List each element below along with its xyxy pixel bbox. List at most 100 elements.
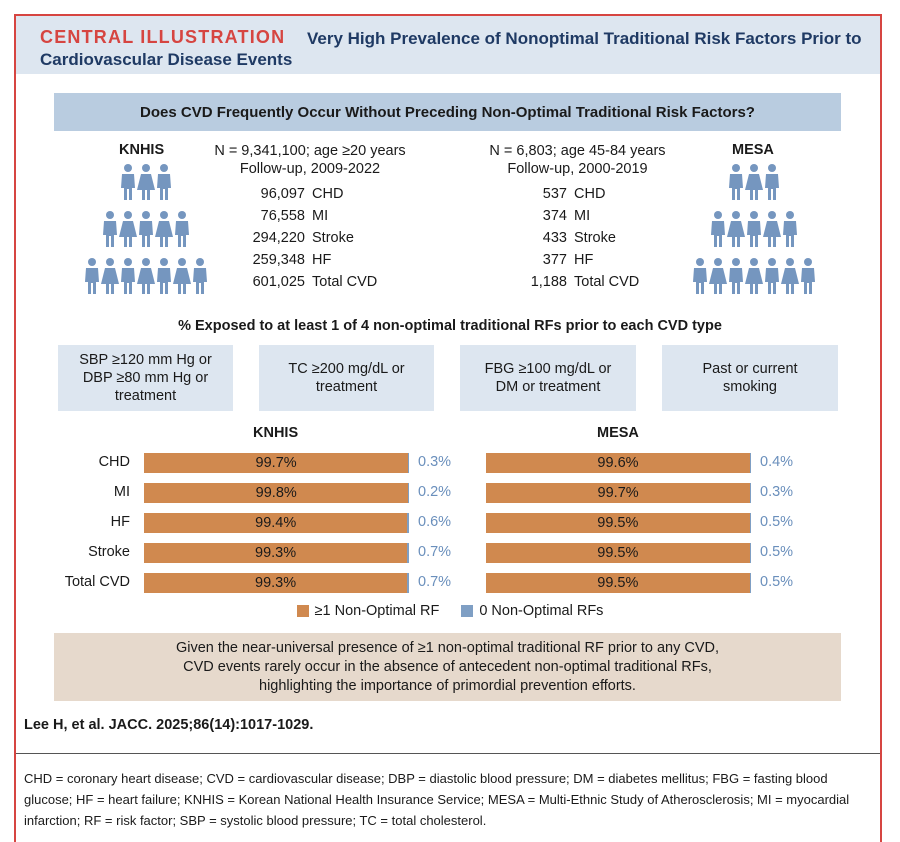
header-label: CENTRAL ILLUSTRATION [40, 27, 286, 47]
conclusion-line: highlighting the importance of primordia… [259, 677, 636, 694]
chart-bar-nonoptimal: 99.3% [144, 543, 408, 563]
chart-bar-optimal [408, 453, 410, 473]
knhis-event-row: 96,097 CHD [220, 186, 420, 206]
mesa-event-list: 537 CHD 374 MI 433 Stroke 377 HF 1,188 Total CVD [480, 186, 680, 296]
question-bar: Does CVD Frequently Occur Without Preced… [54, 93, 841, 131]
event-count: 259,348 [252, 252, 305, 268]
person-icon [783, 211, 797, 247]
mesa-info: N = 6,803; age 45-84 years Follow-up, 20… [475, 142, 680, 178]
legend-item-rf: ≥1 Non-Optimal RF [296, 603, 440, 619]
mesa-event-row: 433 Stroke [480, 230, 680, 250]
event-label: Total CVD [312, 274, 378, 290]
chart-bar-nonoptimal: 99.5% [486, 573, 750, 593]
legend-item-none: 0 Non-Optimal RFs [461, 603, 603, 619]
chart-bar-optimal [750, 483, 752, 503]
person-icon [801, 258, 815, 294]
person-icon [119, 211, 137, 247]
knhis-info-line2: Follow-up, 2009-2022 [239, 161, 381, 177]
knhis-event-list: 96,097 CHD 76,558 MI 294,220 Stroke 259,348 HF 6… [220, 186, 420, 296]
chart-bar-optimal [407, 513, 409, 533]
mesa-event-row: 374 MI [480, 208, 680, 228]
chart-panel-title: MESA [597, 425, 639, 441]
chart-bar-optimal [407, 543, 409, 563]
person-icon [157, 164, 171, 200]
event-label: Total CVD [574, 274, 640, 290]
legend-label-rf: ≥1 Non-Optimal RF [314, 603, 440, 619]
chart-category-label: HF [110, 514, 130, 530]
person-icon [137, 164, 155, 200]
person-icon [711, 211, 725, 247]
person-icon [763, 211, 781, 247]
chart-data-label-zero: 0.7% [418, 544, 452, 560]
abbreviations: CHD = coronary heart disease; CVD = card… [24, 771, 850, 828]
person-icon [173, 258, 191, 294]
knhis-event-row: 294,220 Stroke [220, 230, 420, 250]
header: CENTRAL ILLUSTRATION Very High Prevalence… [16, 16, 880, 74]
knhis-event-row: 601,025 Total CVD [220, 274, 420, 294]
chart-bar-optimal [749, 543, 751, 563]
knhis-people-icon [85, 164, 207, 294]
mesa-event-row: 537 CHD [480, 186, 680, 206]
rf-box-line: FBG ≥100 mg/dL or [484, 361, 612, 377]
legend-label-none: 0 Non-Optimal RFs [479, 603, 604, 619]
mesa-info-line2: Follow-up, 2000-2019 [507, 161, 648, 177]
event-label: MI [312, 208, 329, 224]
citation[interactable]: Lee H, et al. JACC. 2025;86(14):1017-102… [24, 717, 314, 733]
rf-box-line: SBP ≥120 mm Hg or [79, 352, 212, 368]
event-count: 96,097 [260, 186, 305, 202]
rf-box-line: treatment [315, 379, 378, 395]
header-title-text: Very High Prevalence of Nonoptimal Tradi… [40, 29, 862, 69]
event-count: 294,220 [252, 230, 305, 246]
divider [16, 753, 880, 754]
chart-bar-nonoptimal: 99.3% [144, 573, 408, 593]
chart-bar-optimal [408, 483, 410, 503]
chart-bar-optimal [407, 573, 409, 593]
rf-box-line: Past or current [702, 361, 798, 377]
conclusion-box: Given the near-universal presence of ≥1 … [54, 633, 841, 701]
person-icon [175, 211, 189, 247]
knhis-name: KNHIS [119, 142, 165, 158]
event-label: Stroke [312, 230, 354, 246]
person-icon [155, 211, 173, 247]
chart-bar-nonoptimal: 99.7% [144, 453, 409, 473]
person-icon [745, 164, 763, 200]
person-icon [745, 258, 763, 294]
mesa-event-row: 377 HF [480, 252, 680, 272]
mesa-info-line1: N = 6,803; age 45-84 years [489, 143, 666, 159]
chart-data-label-zero: 0.3% [760, 484, 794, 500]
person-icon [709, 258, 727, 294]
chart-bar-optimal [749, 453, 751, 473]
rf-box-line: DBP ≥80 mm Hg or [82, 370, 209, 386]
mesa-event-row: 1,188 Total CVD [480, 274, 680, 294]
person-icon [85, 258, 99, 294]
chart-bar-nonoptimal: 99.7% [486, 483, 751, 503]
event-count: 601,025 [252, 274, 305, 290]
person-icon [747, 211, 761, 247]
chart-category-label: MI [113, 484, 130, 500]
person-icon [137, 258, 155, 294]
event-label: CHD [574, 186, 606, 202]
legend-swatch-orange [296, 605, 309, 617]
chart-data-label-zero: 0.7% [418, 574, 452, 590]
conclusion-line: CVD events rarely occur in the absence o… [183, 658, 712, 675]
chart-bar-optimal [749, 513, 751, 533]
event-label: CHD [312, 186, 344, 202]
rf-box-line: TC ≥200 mg/dL or [288, 361, 405, 377]
exposed-title: % Exposed to at least 1 of 4 non-optimal… [178, 318, 722, 334]
knhis-event-row: 76,558 MI [220, 208, 420, 228]
header-title: CENTRAL ILLUSTRATION Very High Prevalence… [40, 27, 880, 70]
chart-bar-nonoptimal: 99.5% [486, 543, 750, 563]
chart-data-label-zero: 0.6% [418, 514, 452, 530]
chart-bar-optimal [749, 573, 751, 593]
event-count: 433 [542, 230, 567, 246]
knhis-info: N = 9,341,100; age ≥20 years Follow-up, … [205, 142, 415, 178]
person-icon [765, 258, 779, 294]
chart-data-label-zero: 0.5% [760, 574, 794, 590]
person-icon [121, 164, 135, 200]
chart-bar-nonoptimal: 99.8% [144, 483, 409, 503]
mesa-name: MESA [732, 142, 774, 158]
event-label: MI [574, 208, 591, 224]
event-count: 1,188 [530, 274, 567, 290]
chart-data-label-zero: 0.5% [760, 544, 794, 560]
event-count: 374 [542, 208, 567, 224]
